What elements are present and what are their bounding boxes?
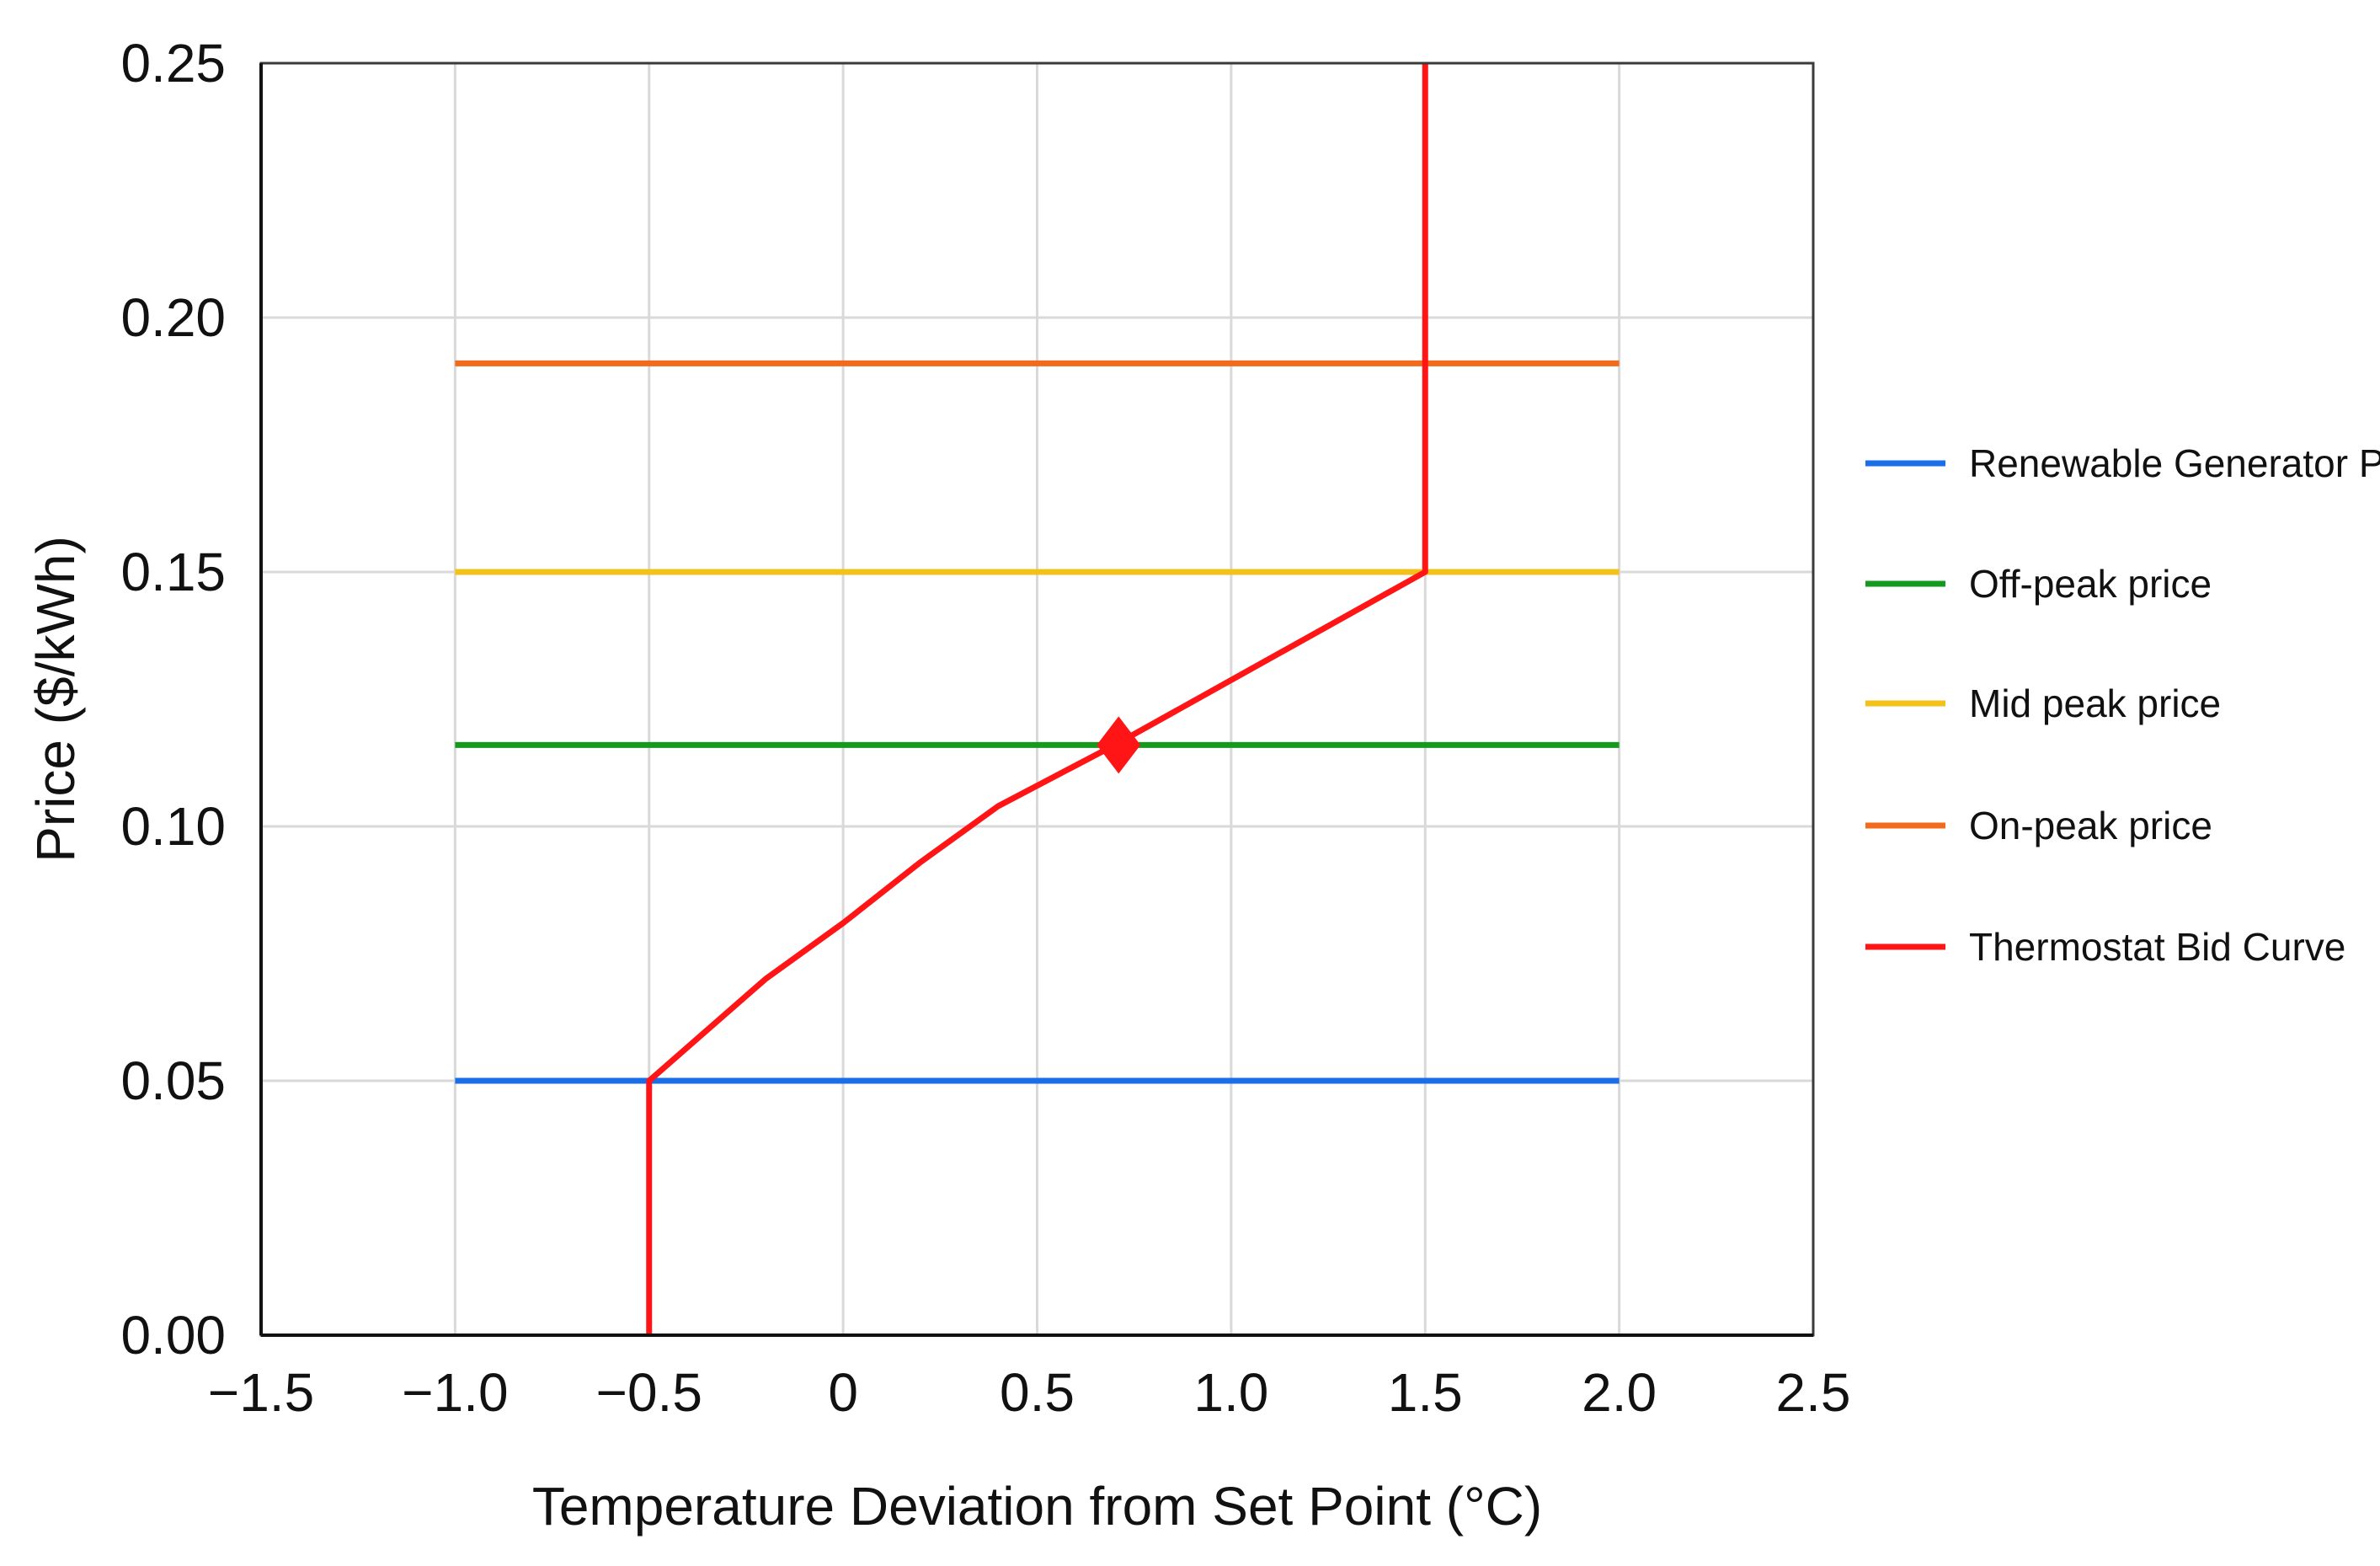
x-tick-label: 1.5 xyxy=(1388,1362,1463,1423)
y-axis-title: Price ($/kWh) xyxy=(25,536,86,863)
legend-label-on-peak-price: On-peak price xyxy=(1969,804,2212,847)
intersection-marker xyxy=(1097,716,1141,774)
x-tick-label: −0.5 xyxy=(596,1362,702,1423)
y-tick-label: 0.15 xyxy=(120,542,226,602)
grid xyxy=(259,61,1815,1337)
legend-label-off-peak-price: Off-peak price xyxy=(1969,562,2212,606)
y-tick-label: 0.05 xyxy=(120,1050,226,1111)
x-tick-label: 2.0 xyxy=(1582,1362,1657,1423)
x-tick-label: 1.0 xyxy=(1193,1362,1268,1423)
legend-label-mid-peak-price: Mid peak price xyxy=(1969,681,2221,725)
x-tick-label: −1.0 xyxy=(402,1362,508,1423)
y-tick-label: 0.00 xyxy=(120,1305,226,1366)
y-tick-label: 0.25 xyxy=(120,33,226,94)
x-axis-title: Temperature Deviation from Set Point (°C… xyxy=(532,1476,1542,1537)
axes: −1.5 −1.0 −0.5 0 0.5 1.0 1.5 2.0 2.5 0.00 0.05 0.10… xyxy=(120,33,1850,1423)
legend-label-renewable-generator-price: Renewable Generator Price xyxy=(1969,441,2380,485)
legend: Renewable Generator Price Off-peak price M… xyxy=(1865,441,2380,969)
x-tick-label: 0.5 xyxy=(1000,1362,1075,1423)
y-tick-label: 0.20 xyxy=(120,287,226,348)
legend-label-thermostat-bid-curve: Thermostat Bid Curve xyxy=(1969,925,2345,969)
y-tick-label: 0.10 xyxy=(120,796,226,857)
x-tick-label: 0 xyxy=(828,1362,858,1423)
x-tick-label: −1.5 xyxy=(208,1362,314,1423)
series-layer xyxy=(455,63,1620,1335)
series-line-thermostat-bid-curve xyxy=(646,63,1428,1335)
x-tick-label: 2.5 xyxy=(1776,1362,1851,1423)
